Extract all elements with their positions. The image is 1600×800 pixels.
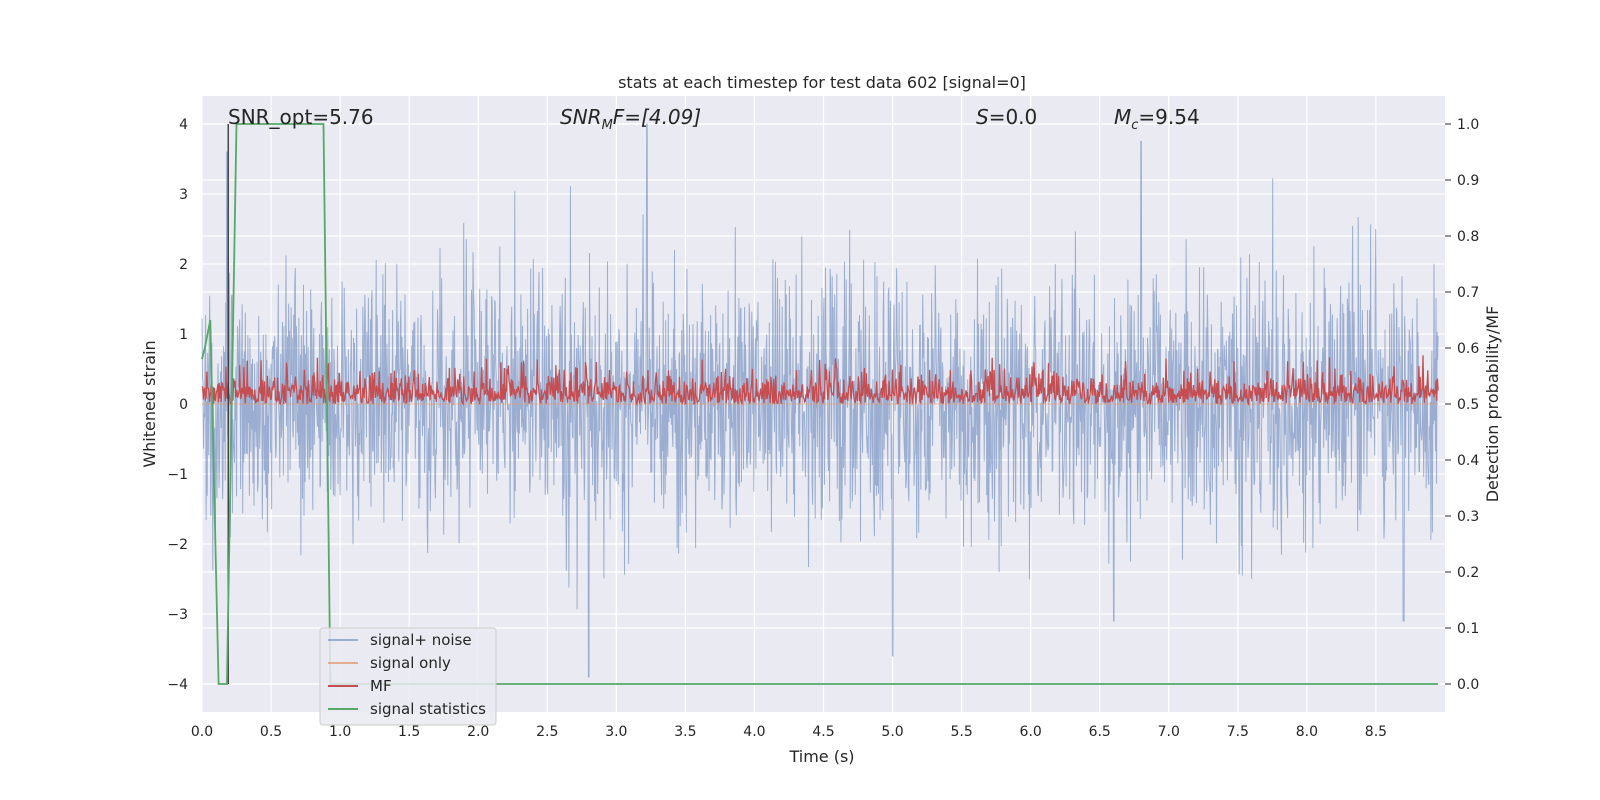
y-right-tick-label: 0.8 <box>1457 229 1479 245</box>
y-right-tick-label: 0.7 <box>1457 285 1479 301</box>
x-tick-label: 8.5 <box>1365 724 1387 740</box>
legend-label-signal-noise: signal+ noise <box>370 631 472 649</box>
legend-label-mf: MF <box>370 677 392 695</box>
y-left-tick-label: −4 <box>167 677 188 693</box>
y-left-tick-label: −1 <box>167 467 188 483</box>
y-left-tick-labels: 4 3 2 1 0 −1 −2 −3 −4 <box>167 117 188 693</box>
y-left-tick-label: 2 <box>179 257 188 273</box>
annotation-mc-rest: =9.54 <box>1138 105 1199 129</box>
traces <box>201 123 1439 685</box>
y-right-tick-label: 0.3 <box>1457 509 1479 525</box>
legend-label-signal-statistics: signal statistics <box>370 700 486 718</box>
annotation-s-italic: S <box>976 105 989 129</box>
x-tick-label: 5.0 <box>881 724 903 740</box>
annotation-s-rest: =0.0 <box>989 105 1038 129</box>
x-tick-label: 3.0 <box>605 724 627 740</box>
annotation-mc-base: M <box>1114 105 1131 129</box>
y-right-tick-label: 0.2 <box>1457 565 1479 581</box>
y-right-tick-label: 0.4 <box>1457 453 1479 469</box>
x-tick-label: 0.0 <box>191 724 213 740</box>
annotation-snr-mf: SNRMF=[4.09] <box>560 105 701 133</box>
x-tick-label: 0.5 <box>260 724 282 740</box>
y-right-axis-label: Detection probability/MF <box>1483 306 1502 503</box>
x-axis-label: Time (s) <box>788 747 854 766</box>
y-left-tick-label: 1 <box>179 327 188 343</box>
legend: signal+ noise signal only MF signal stat… <box>319 627 497 726</box>
y-right-tick-label: 1.0 <box>1457 117 1479 133</box>
x-tick-label: 4.0 <box>743 724 765 740</box>
chart-title: stats at each timestep for test data 602… <box>618 73 1026 92</box>
x-tick-label: 4.5 <box>812 724 834 740</box>
y-left-tick-label: 3 <box>179 187 188 203</box>
annotation-snr-opt: SNR_opt=5.76 <box>228 105 374 129</box>
x-tick-label: 5.5 <box>950 724 972 740</box>
y-right-tick-label: 0.0 <box>1457 677 1479 693</box>
series-signal-statistics <box>201 123 1439 685</box>
y-right-tick-label: 0.5 <box>1457 397 1479 413</box>
y-left-tick-label: −2 <box>167 537 188 553</box>
annotation-snr-mf-rest: F=[4.09] <box>613 105 701 129</box>
x-tick-label: 2.0 <box>467 724 489 740</box>
legend-label-signal-only: signal only <box>370 654 451 672</box>
x-tick-label: 6.5 <box>1089 724 1111 740</box>
annotation-snr-mf-base: SNR <box>560 105 602 129</box>
x-tick-label: 7.5 <box>1227 724 1249 740</box>
annotation-snr-mf-sub: M <box>602 118 613 133</box>
x-tick-label: 6.0 <box>1020 724 1042 740</box>
x-tick-label: 1.5 <box>398 724 420 740</box>
y-left-tick-label: 0 <box>179 397 188 413</box>
y-right-tick-label: 0.9 <box>1457 173 1479 189</box>
y-left-tick-label: −3 <box>167 607 188 623</box>
x-tick-label: 7.0 <box>1158 724 1180 740</box>
y-left-tick-label: 4 <box>179 117 188 133</box>
y-right-tick-label: 0.1 <box>1457 621 1479 637</box>
x-tick-label: 8.0 <box>1296 724 1318 740</box>
annotation-s: S=0.0 <box>976 105 1037 129</box>
annotation-mc-sub: c <box>1131 118 1138 133</box>
x-tick-label: 2.5 <box>536 724 558 740</box>
x-tick-label: 1.0 <box>329 724 351 740</box>
x-tick-label: 3.5 <box>674 724 696 740</box>
legend-box <box>319 627 497 726</box>
annotation-mc: Mc=9.54 <box>1114 105 1200 133</box>
y-right-tick-label: 0.6 <box>1457 341 1479 357</box>
y-right-tick-labels: 1.0 0.9 0.8 0.7 0.6 0.5 0.4 0.3 0.2 0.1 0.0 <box>1445 117 1479 693</box>
x-tick-labels: 0.0 0.5 1.0 1.5 2.0 2.5 3.0 3.5 4.0 4.5 5.0 5.5 6.0 6… <box>191 724 1387 740</box>
y-left-axis-label: Whitened strain <box>140 340 159 467</box>
series-mf <box>201 355 1439 407</box>
